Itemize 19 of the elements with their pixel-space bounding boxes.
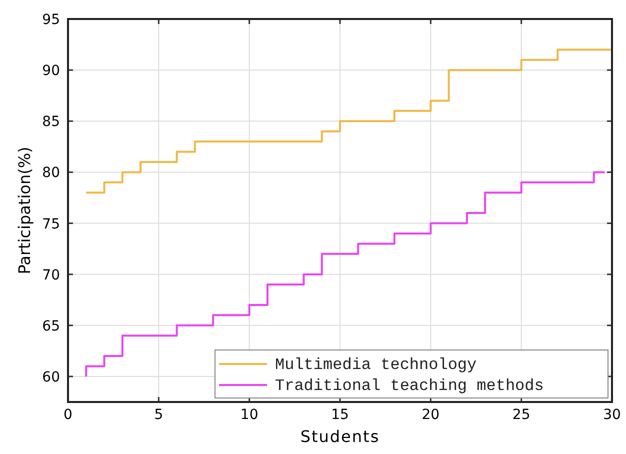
- legend-label: Multimedia technology: [275, 356, 478, 374]
- x-tick-label: 30: [603, 407, 621, 423]
- x-tick-label: 10: [240, 407, 258, 423]
- y-tick-label: 70: [42, 267, 60, 284]
- y-tick-label: 60: [42, 369, 60, 386]
- y-tick-label: 75: [42, 216, 60, 232]
- y-tick-label: 85: [42, 114, 60, 130]
- y-tick-label: 80: [42, 165, 60, 182]
- x-tick-label: 20: [422, 407, 440, 423]
- legend-label: Traditional teaching methods: [275, 377, 544, 395]
- x-axis-title: Students: [300, 427, 380, 446]
- x-tick-label: 15: [331, 407, 349, 423]
- x-tick-label: 5: [154, 407, 164, 423]
- y-tick-label: 65: [42, 318, 60, 334]
- y-tick-label: 90: [42, 63, 60, 80]
- y-tick-label: 95: [42, 12, 60, 28]
- x-tick-label: 0: [64, 407, 72, 423]
- x-tick-label: 25: [512, 407, 530, 423]
- y-axis-title: Participation(%): [15, 146, 34, 274]
